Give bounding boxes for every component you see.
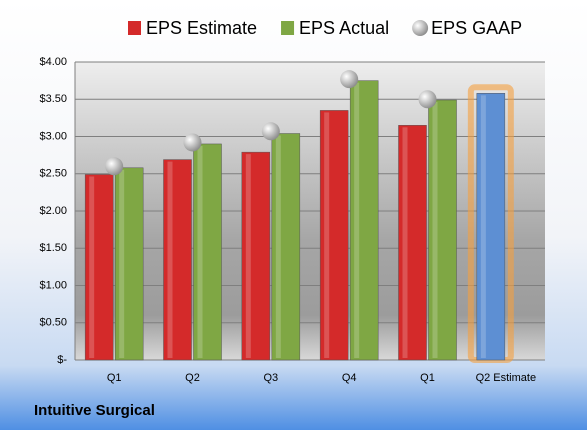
y-tick-label: $0.50 bbox=[39, 317, 67, 329]
bar-shine bbox=[119, 169, 125, 358]
bar bbox=[398, 125, 427, 361]
y-tick-label: $1.00 bbox=[39, 279, 67, 291]
y-tick-label: $3.00 bbox=[39, 130, 67, 142]
bar bbox=[271, 133, 301, 361]
bar-shine bbox=[480, 95, 486, 358]
x-tick-label: Q1 bbox=[420, 372, 435, 384]
marker bbox=[105, 157, 124, 176]
bar bbox=[319, 110, 349, 361]
legend-marker bbox=[412, 20, 429, 36]
marker bbox=[340, 70, 359, 89]
x-tick-label: Q1 bbox=[107, 372, 122, 384]
marker bbox=[183, 133, 202, 152]
bar bbox=[476, 93, 506, 361]
bar-shine bbox=[324, 112, 330, 358]
bar bbox=[163, 159, 192, 361]
y-tick-label: $3.50 bbox=[39, 93, 67, 105]
bar bbox=[114, 167, 144, 361]
bar-shine bbox=[275, 135, 281, 358]
legend-marker bbox=[128, 21, 141, 35]
x-tick-label: Q2 Estimate bbox=[476, 372, 537, 384]
bar bbox=[241, 151, 271, 361]
bar-shine bbox=[402, 127, 408, 358]
y-tick-label: $1.50 bbox=[39, 242, 67, 254]
bar bbox=[428, 99, 457, 361]
legend-label: EPS Estimate bbox=[146, 18, 257, 38]
y-tick-label: $4.00 bbox=[39, 56, 67, 68]
legend-marker bbox=[281, 21, 295, 35]
legend-label: EPS Actual bbox=[299, 18, 389, 38]
bar-shine bbox=[197, 145, 203, 358]
bar-shine bbox=[432, 101, 438, 359]
x-tick-label: Q4 bbox=[342, 372, 357, 384]
bar bbox=[349, 80, 379, 361]
x-tick-label: Q3 bbox=[263, 372, 278, 384]
bar bbox=[193, 143, 222, 361]
marker bbox=[261, 122, 280, 141]
legend-label: EPS GAAP bbox=[431, 18, 522, 38]
bar-shine bbox=[245, 154, 251, 358]
bar bbox=[84, 174, 114, 361]
bar-shine bbox=[89, 176, 95, 358]
bar-shine bbox=[167, 161, 173, 358]
y-tick-label: $- bbox=[57, 354, 67, 366]
x-tick-label: Q2 bbox=[185, 372, 200, 384]
bar-shine bbox=[354, 82, 360, 358]
y-tick-label: $2.50 bbox=[39, 168, 67, 180]
chart-title: Intuitive Surgical bbox=[34, 402, 155, 419]
y-tick-label: $2.00 bbox=[39, 205, 67, 217]
marker bbox=[418, 90, 437, 109]
